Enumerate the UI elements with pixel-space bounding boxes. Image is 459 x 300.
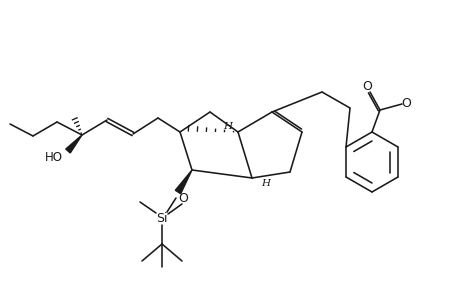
Text: Si: Si <box>156 212 168 224</box>
Polygon shape <box>175 170 191 194</box>
Text: H: H <box>261 178 270 188</box>
Polygon shape <box>66 135 82 153</box>
Text: HO: HO <box>45 151 63 164</box>
Text: O: O <box>401 97 410 110</box>
Text: O: O <box>361 80 371 93</box>
Text: O: O <box>178 191 188 205</box>
Text: H: H <box>223 122 232 130</box>
